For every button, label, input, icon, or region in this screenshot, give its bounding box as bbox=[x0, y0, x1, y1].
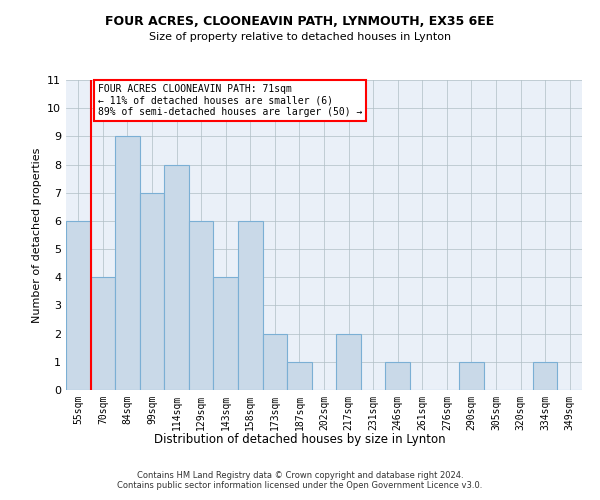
Bar bbox=[164, 164, 189, 390]
Y-axis label: Number of detached properties: Number of detached properties bbox=[32, 148, 41, 322]
Text: FOUR ACRES, CLOONEAVIN PATH, LYNMOUTH, EX35 6EE: FOUR ACRES, CLOONEAVIN PATH, LYNMOUTH, E… bbox=[106, 15, 494, 28]
Text: Size of property relative to detached houses in Lynton: Size of property relative to detached ho… bbox=[149, 32, 451, 42]
Bar bbox=[214, 278, 238, 390]
Bar bbox=[238, 221, 263, 390]
Bar bbox=[91, 278, 115, 390]
Bar bbox=[459, 362, 484, 390]
Text: FOUR ACRES CLOONEAVIN PATH: 71sqm
← 11% of detached houses are smaller (6)
89% o: FOUR ACRES CLOONEAVIN PATH: 71sqm ← 11% … bbox=[98, 84, 362, 117]
Bar bbox=[115, 136, 140, 390]
Bar bbox=[385, 362, 410, 390]
Bar bbox=[140, 192, 164, 390]
Text: Contains HM Land Registry data © Crown copyright and database right 2024.
Contai: Contains HM Land Registry data © Crown c… bbox=[118, 470, 482, 490]
Bar bbox=[533, 362, 557, 390]
Bar bbox=[336, 334, 361, 390]
Bar bbox=[66, 221, 91, 390]
Bar bbox=[263, 334, 287, 390]
Bar bbox=[287, 362, 312, 390]
Text: Distribution of detached houses by size in Lynton: Distribution of detached houses by size … bbox=[154, 432, 446, 446]
Bar bbox=[189, 221, 214, 390]
